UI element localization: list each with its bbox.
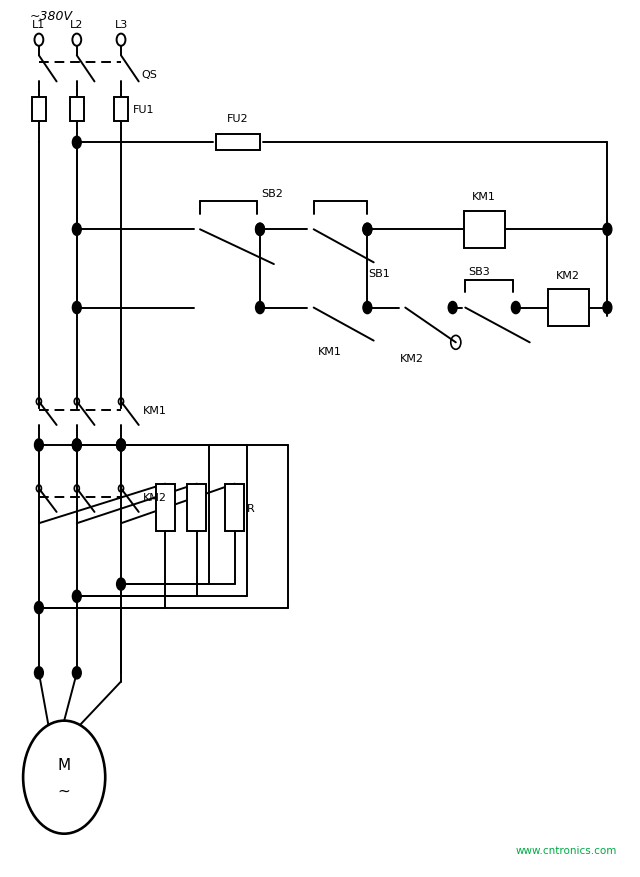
Text: ~380V: ~380V <box>29 11 72 24</box>
Circle shape <box>72 590 81 602</box>
Circle shape <box>72 224 81 236</box>
Bar <box>70 98 84 122</box>
Circle shape <box>511 302 520 314</box>
Bar <box>216 135 260 151</box>
Circle shape <box>35 439 44 452</box>
Text: www.cntronics.com: www.cntronics.com <box>515 845 617 855</box>
Circle shape <box>363 302 372 314</box>
Bar <box>548 290 589 326</box>
Bar <box>225 484 244 531</box>
Bar <box>114 98 128 122</box>
Text: R: R <box>247 503 255 513</box>
Circle shape <box>363 224 372 236</box>
Circle shape <box>116 439 125 452</box>
Circle shape <box>448 302 457 314</box>
Text: L3: L3 <box>115 20 127 30</box>
Text: KM2: KM2 <box>556 270 580 281</box>
Circle shape <box>72 137 81 149</box>
Text: KM1: KM1 <box>143 406 167 416</box>
Circle shape <box>603 302 612 314</box>
Text: M: M <box>58 757 71 772</box>
Circle shape <box>255 302 264 314</box>
Text: L1: L1 <box>32 20 45 30</box>
Text: FU2: FU2 <box>227 114 249 124</box>
Text: FU1: FU1 <box>132 105 154 115</box>
Circle shape <box>72 439 81 452</box>
Text: SB1: SB1 <box>369 268 390 278</box>
Bar <box>464 211 505 248</box>
Circle shape <box>72 439 81 452</box>
Circle shape <box>35 602 44 614</box>
Text: SB2: SB2 <box>261 189 283 199</box>
Circle shape <box>603 224 612 236</box>
Text: L2: L2 <box>70 20 83 30</box>
Circle shape <box>35 667 44 679</box>
Circle shape <box>116 578 125 590</box>
Text: KM2: KM2 <box>399 353 424 363</box>
Circle shape <box>72 302 81 314</box>
Text: ~: ~ <box>58 783 70 798</box>
Bar <box>156 484 175 531</box>
Text: KM1: KM1 <box>317 346 341 356</box>
Bar <box>188 484 206 531</box>
Circle shape <box>72 667 81 679</box>
Text: KM2: KM2 <box>143 493 167 503</box>
Text: KM1: KM1 <box>472 192 496 203</box>
Text: SB3: SB3 <box>468 267 490 277</box>
Text: QS: QS <box>142 70 157 81</box>
Circle shape <box>255 224 264 236</box>
Circle shape <box>363 224 372 236</box>
Circle shape <box>255 224 264 236</box>
Bar <box>32 98 46 122</box>
Circle shape <box>116 439 125 452</box>
